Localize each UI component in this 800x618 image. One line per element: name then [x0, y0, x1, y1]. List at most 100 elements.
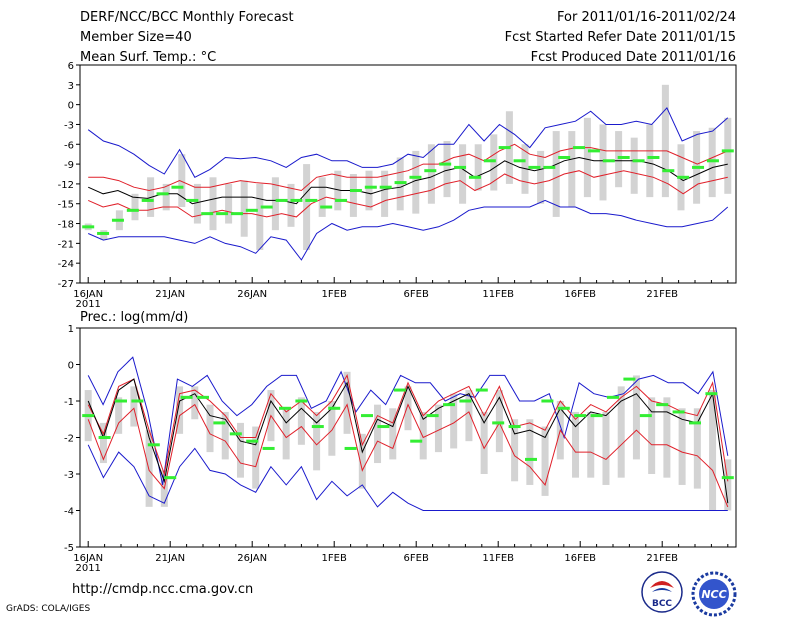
chart1-y-tick-label: -18	[58, 220, 74, 231]
chart1-range-box	[427, 144, 435, 204]
chart1-range-box	[537, 150, 545, 204]
chart2-range-box	[99, 422, 107, 464]
chart1-range-box	[303, 164, 311, 250]
chart2-range-box	[602, 411, 610, 485]
chart2-range-box	[648, 397, 656, 474]
chart2-observed-mark	[541, 399, 554, 403]
chart2-observed-mark	[98, 436, 111, 439]
chart2-range-box	[632, 375, 640, 460]
chart2-observed-mark	[639, 414, 652, 418]
chart1-observed-mark	[216, 212, 229, 216]
chart1-observed-mark	[335, 198, 348, 202]
chart1-x-tick-label: 2011	[75, 299, 100, 310]
chart1-observed-mark	[513, 159, 526, 163]
chart2-range-box	[465, 390, 473, 442]
header-produced-date: Fcst Produced Date 2011/01/16	[530, 50, 736, 65]
chart1-observed-mark	[617, 155, 630, 159]
ncc-logo: NCC	[691, 571, 737, 617]
chart2-y-tick-label: -4	[64, 507, 74, 518]
chart1-range-box	[287, 183, 295, 227]
chart1-observed-mark	[349, 189, 362, 193]
header-member-size: Member Size=40	[80, 30, 192, 45]
chart1-y-tick-label: 0	[68, 101, 74, 112]
chart2-y-tick-label: 0	[68, 361, 74, 372]
chart1-observed-mark	[364, 185, 377, 189]
chart1-series-min	[88, 199, 729, 261]
chart1-observed-mark	[171, 185, 184, 189]
chart1-observed-mark	[439, 162, 452, 166]
chart2-range-box	[617, 386, 625, 478]
chart1-observed-mark	[528, 165, 541, 169]
chart1-range-box	[459, 144, 467, 204]
chart2-range-box	[358, 433, 366, 489]
chart2-x-tick-label: 2011	[75, 563, 100, 574]
chart1-range-box	[162, 183, 170, 211]
chart1-observed-mark	[275, 198, 288, 202]
chart1-range-box	[225, 183, 233, 224]
chart2-y-tick-label: -2	[64, 434, 74, 445]
chart1-range-box	[193, 183, 201, 224]
chart1-observed-mark	[498, 146, 511, 150]
chart1-observed-mark	[409, 175, 422, 179]
chart1-y-tick-label: -27	[58, 279, 74, 290]
chart1-series-spread-upper	[88, 143, 728, 192]
chart1-y-tick-label: -3	[64, 120, 74, 131]
chart1-series-mean	[87, 156, 728, 205]
chart2-observed-mark	[279, 406, 291, 410]
chart1-observed-mark	[156, 192, 169, 196]
chart2-observed-mark	[213, 421, 226, 425]
chart1-observed-mark	[141, 198, 154, 202]
chart1-observed-mark	[394, 181, 407, 185]
chart1-observed-mark	[692, 165, 705, 169]
chart1-y-tick-label: -21	[58, 239, 74, 250]
chart1-range-box	[474, 144, 482, 191]
chart2-range-box	[572, 411, 580, 478]
chart2-range-box	[236, 422, 244, 478]
chart2-observed-mark	[393, 388, 406, 392]
chart1-observed-mark	[662, 169, 675, 173]
chart2-observed-mark	[377, 425, 390, 429]
chart1-observed-mark	[543, 165, 556, 169]
chart2-y-tick-label: 1	[68, 324, 74, 335]
chart1-y-tick-label: -6	[64, 140, 74, 151]
chart2-x-tick-label: 26JAN	[237, 553, 267, 564]
chart1-y-tick-label: -24	[58, 259, 74, 270]
header-right: For 2011/01/16-2011/02/24 Fcst Started R…	[505, 10, 736, 70]
chart2-observed-mark	[82, 414, 95, 418]
chart2-observed-mark	[672, 410, 685, 414]
chart2-observed-mark	[344, 446, 357, 450]
chart2-range-box	[313, 411, 321, 471]
chart2-range-box	[404, 386, 412, 431]
chart2-range-box	[526, 419, 534, 485]
chart2-y-tick-label: -1	[64, 397, 74, 408]
chart2-observed-mark	[328, 406, 341, 410]
chart2-observed-mark	[689, 421, 701, 425]
chart2-range-box	[541, 426, 549, 496]
chart2-observed-mark	[557, 406, 570, 410]
bcc-logo-text: BCC	[652, 599, 672, 609]
chart1-observed-mark	[558, 155, 571, 159]
grads-credit: GrADS: COLA/IGES	[6, 604, 91, 614]
chart2-observed-mark	[164, 476, 177, 480]
chart2-observed-mark	[410, 439, 423, 443]
chart2-range-box	[191, 386, 199, 420]
chart1-range-box	[365, 170, 373, 211]
ncc-logo-text: NCC	[701, 588, 726, 601]
chart2-x-tick-label: 16FEB	[564, 553, 596, 564]
chart1-range-box	[318, 177, 326, 217]
chart2-observed-mark	[229, 432, 242, 436]
chart2-observed-mark	[607, 395, 619, 399]
chart1-x-tick-label: 11FEB	[482, 289, 514, 300]
source-url[interactable]: http://cmdp.ncc.cma.gov.cn	[72, 582, 254, 597]
chart2-observed-mark	[623, 377, 636, 381]
header-variable: Mean Surf. Temp.: °C	[80, 50, 217, 65]
chart2-observed-mark	[361, 414, 373, 418]
chart2-range-box	[221, 411, 229, 460]
chart1-observed-mark	[677, 175, 690, 179]
chart2-range-box	[115, 397, 123, 434]
chart1-observed-mark	[305, 198, 318, 202]
chart1-range-box	[381, 170, 389, 217]
chart1-range-box	[240, 180, 248, 237]
chart2-range-box	[709, 390, 717, 511]
